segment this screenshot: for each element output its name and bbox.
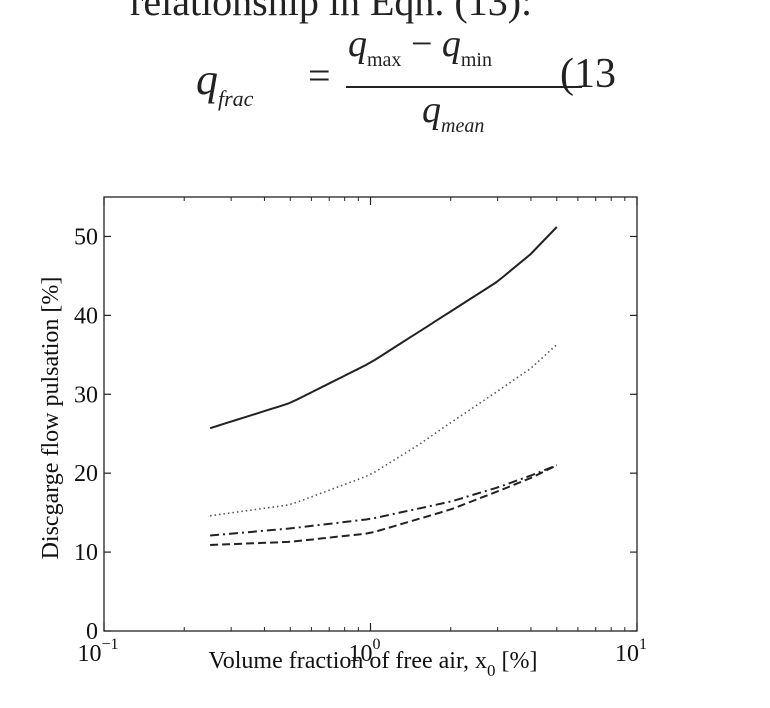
y-ticks: 0 10 20 30 40 50: [74, 224, 637, 645]
equation-equals: =: [308, 53, 331, 98]
y-tick-label: 30: [74, 382, 98, 408]
y-tick-label: 50: [74, 224, 98, 250]
plot-area-frame: [103, 196, 638, 632]
y-tick-label: 0: [86, 619, 98, 645]
equation-denominator: qmean: [422, 89, 485, 137]
x-tick-label: 101: [615, 636, 647, 667]
equation-numerator: qmax − qmin: [348, 23, 492, 71]
equation-lhs: qfrac: [196, 55, 254, 111]
x-ticks: 10−1 100 101: [77, 197, 647, 667]
y-tick-label: 40: [74, 303, 98, 329]
x-tick-label: 100: [349, 636, 381, 667]
equation-number: (13: [560, 51, 616, 97]
x-tick-label: 10−1: [77, 636, 118, 667]
y-tick-label: 20: [74, 461, 98, 487]
x-axis-label: Volume fraction of free air, x0 [%]: [209, 648, 538, 680]
y-axis-label: Discgarge flow pulsation [%]: [38, 277, 64, 560]
y-tick-label: 10: [74, 540, 98, 566]
series-line-solid: [209, 226, 558, 430]
series-line-dotted: [209, 344, 558, 517]
series-line-dashdot: [210, 464, 558, 537]
equation: qfrac = qmax − qmin qmean (13: [196, 23, 616, 170]
series-line-dashed: [210, 464, 558, 546]
fraction-bar: [346, 86, 582, 88]
series-lines: [209, 226, 558, 546]
preceding-text: relationship in Eqn. (13):: [130, 0, 533, 24]
